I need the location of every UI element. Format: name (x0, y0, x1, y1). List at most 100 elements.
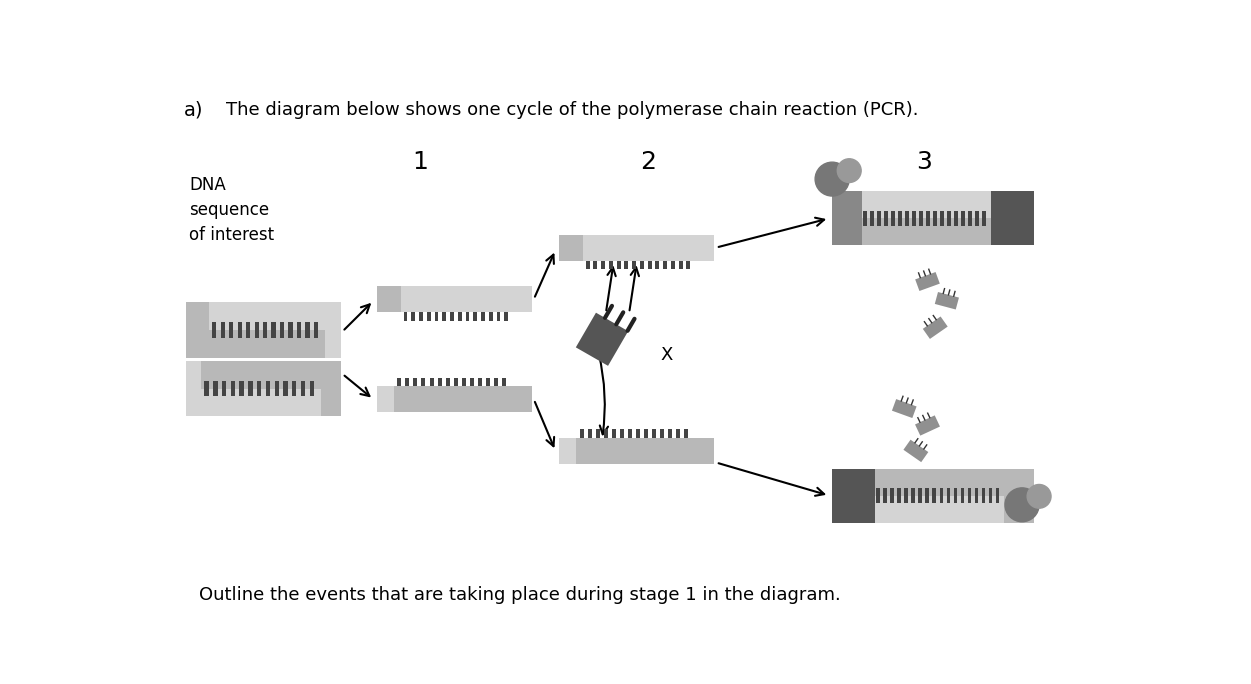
Bar (947, 488, 950, 496)
Bar (624, 261, 628, 269)
Text: The diagram below shows one cycle of the polymerase chain reaction (PCR).: The diagram below shows one cycle of the… (226, 101, 918, 118)
Bar (271, 322, 275, 330)
Bar (891, 218, 894, 226)
Bar (933, 218, 937, 226)
Bar (641, 261, 644, 269)
Bar (932, 496, 936, 503)
Text: a): a) (184, 101, 203, 120)
Bar (559, 438, 577, 464)
Bar (422, 378, 425, 386)
Bar (221, 381, 226, 389)
Bar (891, 496, 894, 503)
Bar (559, 235, 583, 261)
Bar (955, 218, 958, 226)
Bar (204, 389, 209, 396)
Bar (832, 192, 1033, 218)
Bar (609, 261, 613, 269)
Bar (473, 313, 477, 321)
Bar (932, 488, 936, 496)
Polygon shape (914, 415, 940, 436)
Bar (988, 496, 992, 503)
Bar (378, 286, 400, 313)
Bar (398, 378, 402, 386)
Bar (891, 211, 894, 218)
Bar (280, 330, 284, 338)
Bar (612, 430, 615, 438)
Bar (877, 488, 879, 496)
Bar (186, 302, 209, 358)
Bar (976, 218, 980, 226)
Circle shape (1005, 488, 1040, 522)
Bar (912, 218, 916, 226)
Polygon shape (575, 313, 628, 366)
Bar (265, 389, 270, 396)
Bar (918, 496, 922, 503)
Bar (919, 211, 923, 218)
Bar (871, 218, 873, 226)
Bar (378, 386, 532, 412)
Bar (305, 330, 309, 338)
Bar (378, 286, 532, 313)
Bar (454, 378, 458, 386)
Bar (559, 438, 714, 464)
Bar (213, 381, 218, 389)
Bar (603, 430, 608, 438)
Bar (186, 361, 201, 417)
Bar (515, 286, 532, 313)
Bar (502, 378, 505, 386)
Circle shape (1027, 484, 1051, 508)
Bar (982, 488, 985, 496)
Bar (256, 381, 261, 389)
Bar (434, 313, 438, 321)
Bar (271, 330, 275, 338)
Bar (671, 261, 674, 269)
Bar (898, 218, 902, 226)
Bar (926, 218, 929, 226)
Bar (676, 430, 679, 438)
Bar (412, 313, 415, 321)
Circle shape (816, 162, 849, 196)
Bar (636, 430, 639, 438)
Bar (309, 389, 314, 396)
Bar (656, 261, 659, 269)
Text: Outline the events that are taking place during stage 1 in the diagram.: Outline the events that are taking place… (199, 586, 841, 604)
Bar (309, 381, 314, 389)
Bar (953, 496, 957, 503)
Bar (947, 211, 951, 218)
Bar (221, 389, 226, 396)
Bar (585, 261, 589, 269)
Bar (504, 313, 508, 321)
Bar (863, 218, 867, 226)
Bar (884, 211, 888, 218)
Bar (489, 313, 493, 321)
Bar (904, 496, 908, 503)
Bar (280, 322, 284, 330)
Bar (975, 496, 978, 503)
Bar (404, 313, 408, 321)
Bar (238, 322, 241, 330)
Bar (291, 381, 296, 389)
Bar (883, 488, 887, 496)
Bar (982, 211, 986, 218)
Bar (229, 322, 234, 330)
Bar (898, 211, 902, 218)
Bar (684, 430, 688, 438)
Text: X: X (661, 345, 673, 364)
Bar (485, 378, 489, 386)
Bar (296, 322, 301, 330)
Bar (871, 211, 873, 218)
Bar (458, 313, 462, 321)
Bar (300, 389, 305, 396)
Bar (991, 192, 1033, 246)
Bar (296, 330, 301, 338)
Bar (579, 430, 583, 438)
Bar (906, 218, 908, 226)
Bar (652, 430, 656, 438)
Text: DNA
sequence
of interest: DNA sequence of interest (189, 176, 274, 244)
Bar (961, 488, 965, 496)
Bar (962, 211, 965, 218)
Bar (325, 302, 340, 358)
Bar (697, 235, 714, 261)
Bar (265, 381, 270, 389)
Bar (274, 389, 279, 396)
